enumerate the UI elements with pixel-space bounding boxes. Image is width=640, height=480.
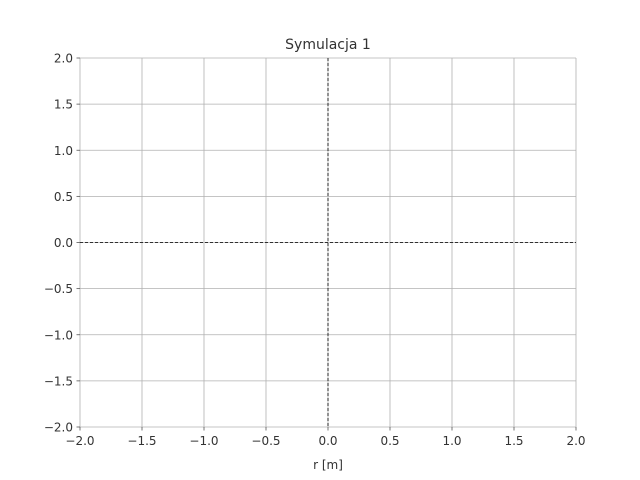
x-tick-label: −1.0	[189, 434, 218, 448]
y-tick-label: 0.0	[54, 236, 73, 250]
x-tick-label: 1.0	[442, 434, 461, 448]
y-tick-label: 0.5	[54, 190, 73, 204]
x-axis-label: r [m]	[313, 458, 343, 472]
y-tick-label: −0.5	[44, 282, 73, 296]
y-tick-label: 2.0	[54, 52, 73, 66]
x-tick-label: 1.5	[504, 434, 523, 448]
y-tick-label: −1.5	[44, 374, 73, 388]
x-tick-label: 0.5	[380, 434, 399, 448]
y-tick-label: −1.0	[44, 328, 73, 342]
y-tick-label: 1.0	[54, 144, 73, 158]
x-tick-label: −0.5	[251, 434, 280, 448]
y-tick-label: 1.5	[54, 98, 73, 112]
x-tick-label: −2.0	[65, 434, 94, 448]
y-axis: −2.0 −1.5 −1.0 −0.5 0.0 0.5 1.0 1.5 2.0	[44, 52, 80, 435]
x-tick-label: 2.0	[566, 434, 585, 448]
x-tick-label: 0.0	[318, 434, 337, 448]
x-tick-label: −1.5	[127, 434, 156, 448]
chart-title: Symulacja 1	[285, 37, 371, 53]
x-axis: −2.0 −1.5 −1.0 −0.5 0.0 0.5 1.0 1.5 2.0	[65, 427, 586, 448]
reference-lines	[80, 58, 576, 427]
plot-area	[79, 57, 577, 428]
y-tick-label: −2.0	[44, 421, 73, 435]
